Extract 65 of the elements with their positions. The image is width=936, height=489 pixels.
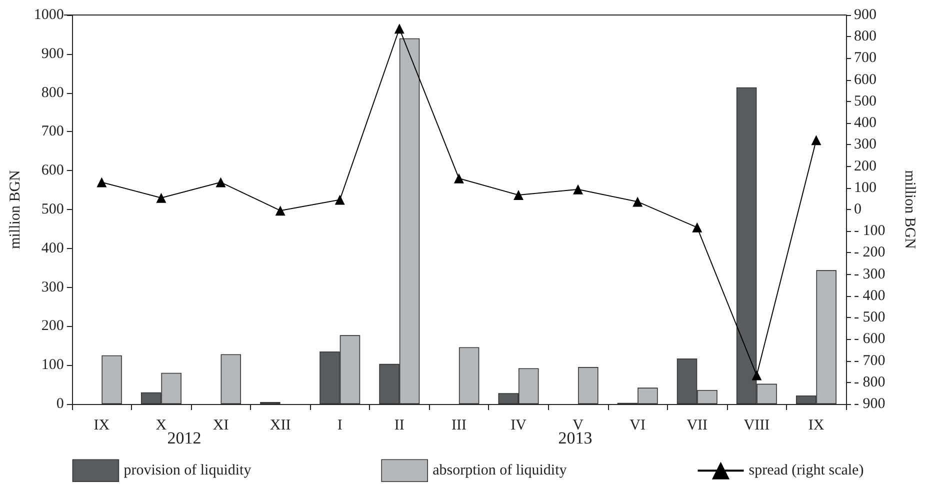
point: [275, 206, 286, 216]
point: [752, 370, 762, 380]
y2-tick-label: 900: [854, 7, 876, 23]
y2-tick-label: - 200: [854, 244, 886, 261]
y2-tick-label: 300: [854, 136, 876, 153]
y-tick-label: 900: [41, 46, 64, 62]
x-tick-label: I: [337, 418, 342, 434]
y2-tick-label: - 900: [854, 396, 886, 412]
y2-tick-label: 400: [854, 115, 876, 132]
x-tick-label: IX: [94, 418, 110, 434]
x-tick-label: IV: [510, 418, 527, 434]
bar: [578, 367, 598, 404]
y-tick-label: 0: [56, 396, 64, 412]
y-tick-label: 1000: [34, 7, 64, 23]
y2-tick-label: - 400: [854, 288, 886, 304]
point: [513, 190, 524, 200]
legend-label: spread (right scale): [748, 462, 864, 479]
text: 2012: [167, 428, 202, 448]
y2-tick-label: 200: [854, 158, 876, 174]
x-tick-label: VII: [686, 418, 708, 434]
y-tick-label: 300: [41, 279, 64, 296]
y2-tick-label: 600: [854, 72, 876, 88]
y2-tick-label: - 800: [854, 374, 886, 390]
y2-tick-label: 500: [854, 93, 876, 110]
y2-tick-label: 100: [854, 180, 876, 196]
point: [632, 196, 643, 207]
y2-tick-label: - 300: [854, 266, 886, 282]
y-tick-label: 800: [41, 84, 64, 101]
point: [454, 173, 464, 184]
point: [394, 24, 404, 34]
x-tick-label: IX: [808, 418, 824, 434]
y2-tick-label: - 600: [854, 331, 886, 348]
bar: [458, 347, 480, 404]
y2-axis-title: million BGN: [902, 170, 918, 250]
y-tick-label: 200: [41, 318, 64, 334]
y-axis-title: million BGN: [8, 170, 24, 249]
point: [216, 177, 226, 188]
x-tick-label: X: [156, 418, 167, 434]
point: [156, 192, 166, 203]
y2-tick-label: - 500: [854, 310, 886, 326]
y-tick-label: 600: [41, 162, 64, 179]
y2-tick-label: - 700: [854, 352, 886, 369]
x-tick-label: II: [394, 418, 404, 434]
x-tick-label: VI: [630, 418, 646, 434]
y2-tick-label: 0: [854, 202, 862, 218]
x-tick-label: XII: [270, 418, 291, 434]
x-tick-label: III: [451, 418, 466, 434]
legend-label: provision of liquidity: [124, 462, 252, 479]
y-tick-label: 700: [41, 124, 64, 140]
y-tick-label: 100: [41, 357, 64, 374]
point: [692, 222, 702, 232]
bar: [102, 355, 122, 404]
bar: [220, 354, 242, 404]
point: [96, 177, 107, 188]
y2-tick-label: 700: [854, 50, 876, 66]
y2-tick-label: 800: [854, 28, 876, 45]
point: [811, 135, 822, 146]
y-tick-label: 400: [41, 240, 64, 256]
x-tick-label: XI: [212, 418, 229, 434]
y2-tick-label: - 100: [854, 223, 886, 240]
point: [334, 194, 345, 205]
x-tick-label: VIII: [744, 418, 770, 434]
point: [573, 184, 584, 194]
y-tick-label: 500: [41, 202, 64, 218]
legend-label: absorption of liquidity: [432, 462, 568, 479]
